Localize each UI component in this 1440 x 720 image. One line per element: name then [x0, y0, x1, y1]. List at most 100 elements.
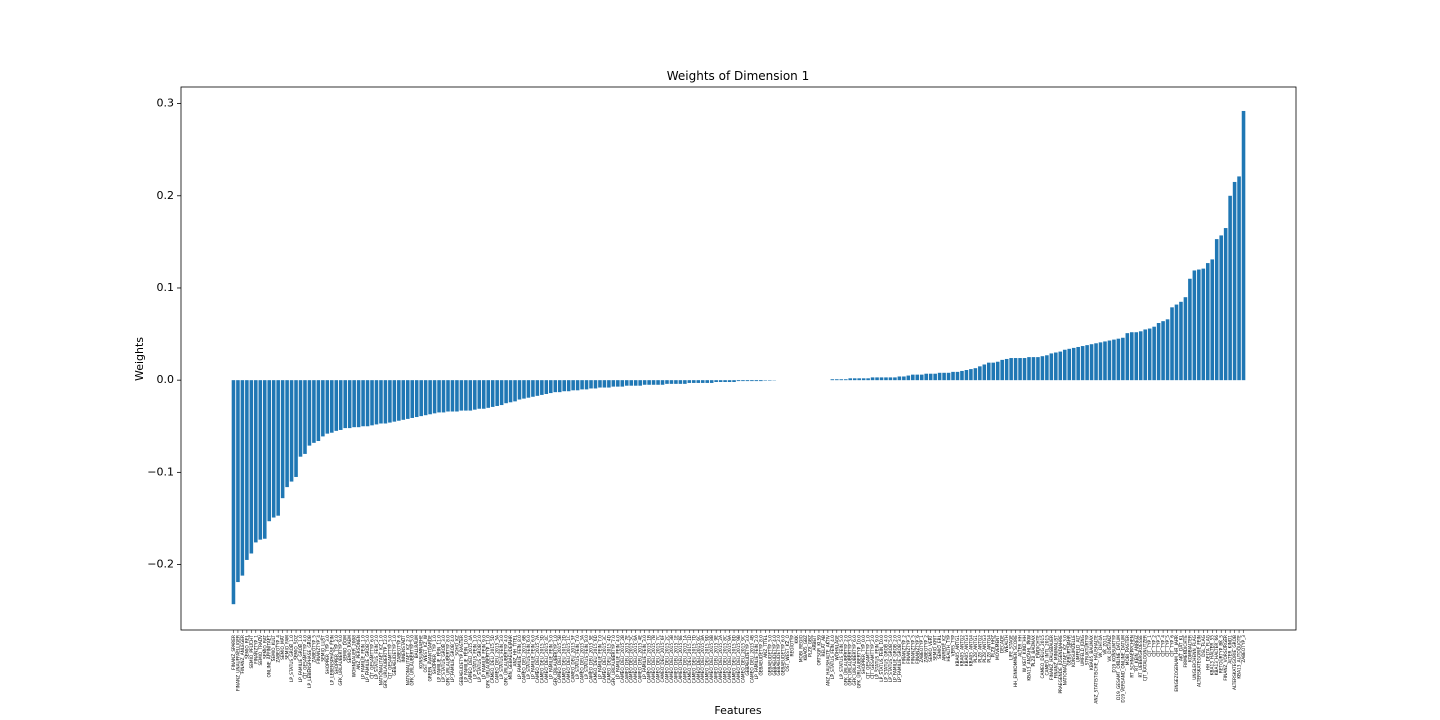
x-tick-label: LP_FAMILIE_FEIN_10.0: [463, 635, 469, 682]
x-tick-label: GEBAEUDETYP_6.0: [781, 635, 787, 676]
bar: [1174, 304, 1179, 381]
x-tick-label: CAMEO_DEU_2015_5C: [629, 635, 635, 683]
bar: [1179, 301, 1183, 381]
x-tick-label: LP_FAMILIE_FEIN_1.0: [361, 635, 367, 680]
x-tick-label: SOHO_KZ: [454, 635, 460, 656]
bar: [432, 380, 437, 414]
x-tick-label: LP_STATUS_FEIN_4.0: [830, 635, 836, 679]
bar: [933, 373, 937, 381]
bar: [316, 380, 321, 442]
bar: [1143, 329, 1147, 381]
bar: [1134, 332, 1139, 381]
x-tick-label: GFK_URLAUBERTYP_2.0: [843, 635, 849, 686]
bar: [937, 372, 942, 381]
x-tick-label: SEMIO_KRIT: [933, 635, 939, 661]
bar: [1080, 346, 1085, 381]
bar: [750, 380, 754, 382]
x-tick-label: CJT_GESAMTTYP_4.0: [302, 635, 308, 679]
x-tick-label: D19_GESAMT_ONLINE_DATUM: [1116, 635, 1122, 700]
bar: [414, 380, 419, 418]
x-tick-label: UMFELD_ALT: [1076, 635, 1082, 663]
bar: [978, 366, 982, 381]
bar: [969, 369, 973, 381]
bar: [481, 380, 486, 409]
bar: [1156, 323, 1161, 381]
x-tick-label: CAMEO_DEU_2015_1B: [647, 635, 653, 683]
x-tick-label: WEALTH: [1004, 635, 1010, 653]
bar: [325, 380, 330, 434]
x-tick-label: GFK_URLAUBERTYP_10.0: [857, 635, 863, 689]
bar: [651, 380, 656, 385]
x-tick-label: LP_STATUS_FEIN_2.0: [374, 635, 380, 679]
bar: [741, 380, 745, 382]
x-tick-label: LP_STATUS_FEIN_6.0: [526, 635, 532, 679]
x-tick-label: FINANZTYP_2: [901, 635, 907, 664]
x-tick-label: CAMEO_DEU_2015_7D: [691, 634, 697, 683]
x-tick-label: FINANZ_VORSORGER: [1223, 635, 1229, 681]
bar: [285, 380, 289, 488]
bar: [589, 380, 593, 389]
x-tick-label: LP_FAMILIE_GROB_2.0: [892, 635, 898, 683]
bar: [423, 380, 428, 416]
x-tick-label: CAMEO_DEU_2015_1A: [682, 635, 688, 683]
x-tick-label: CAMEO_DEU_2015_9C: [740, 635, 746, 683]
bar: [986, 362, 991, 381]
bar: [638, 380, 642, 386]
x-tick-label: GFK_URLAUBERTYP_12.0: [383, 635, 389, 689]
bar: [437, 380, 441, 413]
x-tick-label: FINANZTYP_1: [253, 635, 259, 664]
x-tick-label: SEMIO_VERT: [928, 635, 934, 662]
x-tick-label: GEBAEUDETYP_RASTER: [459, 635, 465, 686]
x-tick-label: FIRMENDICHTE: [1183, 635, 1189, 668]
x-tick-label: ALTER_KIND1: [1228, 635, 1234, 664]
x-tick-label: CAMEO_DEU_2015_7A: [535, 635, 541, 683]
bar: [468, 380, 473, 411]
x-tick-label: HH_EINKOMMEN_SCORE: [1013, 635, 1019, 687]
bar: [1237, 176, 1241, 381]
bar: [919, 374, 924, 381]
x-tick-label: WOHNLAGE: [834, 635, 840, 661]
bar: [379, 380, 383, 424]
y-axis-label: Weights: [133, 337, 146, 381]
x-tick-label: ANZ_STATISTISCHE_HAUSHALTE: [1094, 635, 1100, 704]
x-tick-label: CAMEO_DEU_2015_1D: [687, 634, 693, 683]
x-tick-label: GEBURTSJAHR: [1067, 635, 1073, 666]
x-tick-label: MIN_GEBAEUDEJAHR: [508, 635, 514, 680]
plot-frame: [180, 86, 1297, 631]
bar: [1013, 358, 1018, 381]
x-tick-label: FINANZ_HAUSBAUER: [1049, 635, 1055, 680]
bar: [1022, 358, 1027, 381]
x-tick-label: CAMEO_DEU_2015_3A: [580, 635, 586, 683]
x-tick-label: FINANZTYP_4: [316, 635, 322, 664]
bar: [1152, 326, 1156, 381]
bar: [1232, 181, 1237, 381]
x-tick-label: NATIONALITAET_KZ_2.0: [405, 635, 411, 686]
bar: [674, 380, 678, 384]
bar: [870, 377, 875, 381]
x-tick-label: BALLRAUM: [414, 635, 420, 659]
x-tick-label: ZABEOTYP_5: [311, 635, 317, 663]
x-tick-label: GREEN_AVANTGARDE: [428, 635, 434, 682]
x-tick-label: STRUKTURTYP: [1085, 635, 1091, 666]
bar: [1036, 357, 1040, 381]
x-tick-label: REGIOTYP: [790, 635, 796, 657]
x-tick-label: LP_FAMILIE_FEIN_3.0: [642, 635, 648, 680]
x-tick-label: ALTERSKATEGORIE_FEIN: [1196, 635, 1202, 687]
bar: [428, 380, 432, 415]
x-tick-label: CAMEO_DEU_2015_7B: [651, 635, 657, 683]
x-tick-label: MOBI_RASTER: [1125, 635, 1131, 665]
bar: [361, 380, 365, 427]
x-tick-label: LP_STATUS_FEIN_7.0: [575, 635, 581, 679]
bar: [924, 373, 928, 381]
bar: [759, 380, 763, 382]
x-tick-label: EINGEZOGENAM_HH_JAHR: [1174, 635, 1180, 692]
x-tick-label: RT_UEBERGROESSE: [1138, 635, 1144, 678]
bar: [450, 380, 455, 412]
bar: [727, 380, 732, 383]
x-tick-label: LP_STATUS_FEIN_9.0: [875, 635, 881, 679]
x-tick-label: CAMEO_DEU_2015_5B: [557, 635, 563, 683]
y-tick-label: −0.2: [147, 558, 174, 571]
x-tick-label: ZABEOTYP_2: [924, 635, 930, 663]
bar: [1076, 346, 1080, 381]
bar: [1192, 270, 1197, 381]
